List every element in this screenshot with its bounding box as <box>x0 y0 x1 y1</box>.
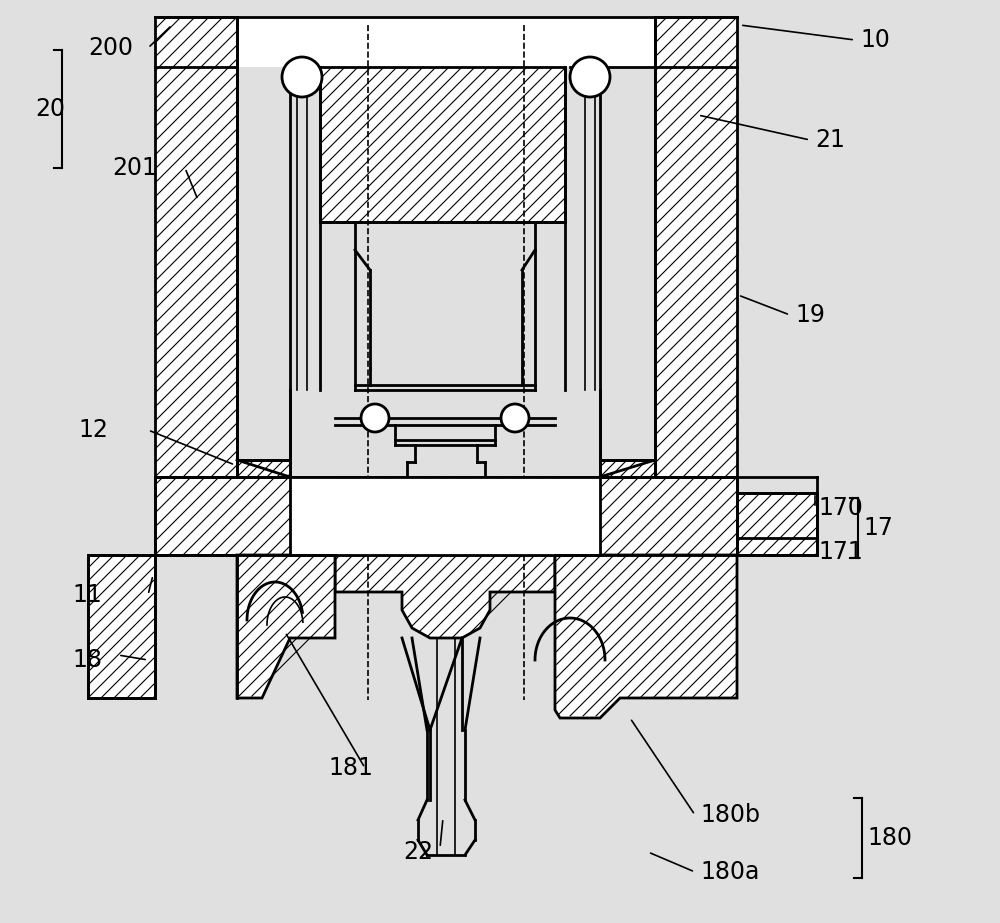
Text: 201: 201 <box>112 156 157 180</box>
Polygon shape <box>335 555 555 638</box>
Bar <box>155 477 737 555</box>
Text: 12: 12 <box>78 418 108 442</box>
Text: 21: 21 <box>815 128 845 152</box>
Circle shape <box>282 57 322 97</box>
Bar <box>237 17 655 67</box>
Text: 11: 11 <box>72 583 102 607</box>
Circle shape <box>361 404 389 432</box>
Text: 180a: 180a <box>700 860 759 884</box>
Text: 10: 10 <box>860 28 890 52</box>
Text: 170: 170 <box>818 496 863 520</box>
Text: 18: 18 <box>72 648 102 672</box>
Circle shape <box>570 57 610 97</box>
Text: 22: 22 <box>403 840 433 864</box>
Text: 17: 17 <box>863 516 893 540</box>
Text: 200: 200 <box>88 36 133 60</box>
Text: 180b: 180b <box>700 803 760 827</box>
Text: 19: 19 <box>795 303 825 327</box>
Polygon shape <box>237 460 290 477</box>
Bar <box>320 67 565 222</box>
Bar <box>88 555 155 698</box>
Text: 180: 180 <box>867 826 912 850</box>
Polygon shape <box>237 555 335 698</box>
Bar <box>290 477 600 555</box>
Bar <box>655 17 737 477</box>
Bar <box>155 17 237 477</box>
Polygon shape <box>600 460 655 477</box>
Text: 181: 181 <box>328 756 373 780</box>
Text: 171: 171 <box>818 540 863 564</box>
Circle shape <box>501 404 529 432</box>
Polygon shape <box>555 555 737 718</box>
Bar <box>737 493 817 555</box>
Text: 20: 20 <box>35 97 65 121</box>
